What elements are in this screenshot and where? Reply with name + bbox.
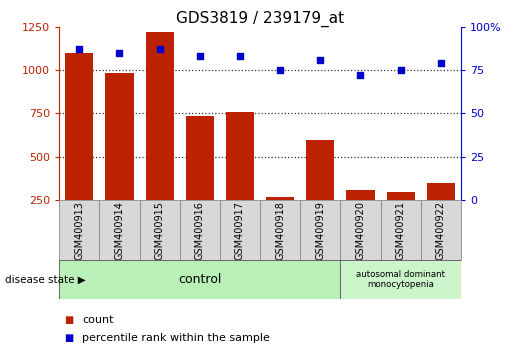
Bar: [427, 183, 455, 200]
FancyBboxPatch shape: [340, 260, 461, 299]
Text: count: count: [82, 315, 114, 325]
Text: control: control: [178, 273, 221, 286]
Text: GSM400917: GSM400917: [235, 201, 245, 259]
FancyBboxPatch shape: [421, 200, 461, 260]
Title: GDS3819 / 239179_at: GDS3819 / 239179_at: [176, 10, 344, 27]
Text: ■: ■: [64, 315, 74, 325]
FancyBboxPatch shape: [220, 200, 260, 260]
Text: GSM400918: GSM400918: [275, 201, 285, 259]
Text: GSM400919: GSM400919: [315, 201, 325, 259]
FancyBboxPatch shape: [59, 260, 340, 299]
Point: [236, 53, 244, 59]
Bar: [106, 73, 133, 200]
Point: [115, 50, 124, 55]
Point: [196, 53, 204, 59]
Text: GSM400915: GSM400915: [154, 201, 165, 259]
FancyBboxPatch shape: [59, 200, 99, 260]
FancyBboxPatch shape: [381, 200, 421, 260]
Text: ■: ■: [64, 333, 74, 343]
FancyBboxPatch shape: [140, 200, 180, 260]
Point: [75, 46, 83, 52]
Bar: [146, 32, 174, 200]
Bar: [266, 198, 294, 200]
Point: [397, 67, 405, 73]
FancyBboxPatch shape: [99, 200, 140, 260]
Text: GSM400922: GSM400922: [436, 200, 446, 260]
Text: GSM400920: GSM400920: [355, 201, 366, 259]
Text: GSM400914: GSM400914: [114, 201, 125, 259]
Point: [437, 60, 445, 66]
Text: GSM400921: GSM400921: [396, 201, 406, 259]
Bar: [65, 53, 93, 200]
FancyBboxPatch shape: [180, 200, 220, 260]
Point: [276, 67, 284, 73]
Point: [316, 57, 324, 62]
Point: [156, 46, 164, 52]
Bar: [186, 116, 214, 200]
Text: GSM400916: GSM400916: [195, 201, 205, 259]
Bar: [347, 190, 374, 200]
FancyBboxPatch shape: [340, 200, 381, 260]
FancyBboxPatch shape: [260, 200, 300, 260]
Text: percentile rank within the sample: percentile rank within the sample: [82, 333, 270, 343]
Text: GSM400913: GSM400913: [74, 201, 84, 259]
Bar: [387, 192, 415, 200]
FancyBboxPatch shape: [300, 200, 340, 260]
Point: [356, 72, 365, 78]
Bar: [226, 113, 254, 200]
Bar: [306, 140, 334, 200]
Text: autosomal dominant
monocytopenia: autosomal dominant monocytopenia: [356, 270, 445, 289]
Text: disease state ▶: disease state ▶: [5, 275, 86, 285]
